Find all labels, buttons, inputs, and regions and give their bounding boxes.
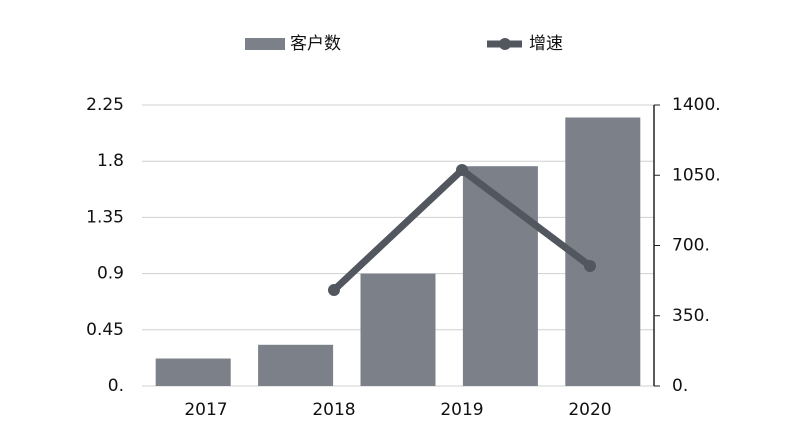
legend-marker: [499, 38, 511, 50]
y2-tick-label: 350.: [672, 306, 710, 326]
x-tick-label: 2018: [312, 400, 355, 420]
y2-tick-label: 1400.: [672, 95, 721, 115]
legend-swatch: [245, 38, 285, 50]
x-tick-label: 2017: [184, 400, 227, 420]
y2-tick-label: 0.: [672, 376, 688, 396]
y2-tick-label: 1050.: [672, 165, 721, 185]
point: [456, 164, 468, 177]
bar: [565, 117, 641, 386]
y2-tick-label: 700.: [672, 236, 710, 256]
legend-label: 客户数: [290, 34, 341, 54]
bar: [155, 358, 231, 386]
bar: [258, 344, 334, 386]
legend-label: 增速: [529, 34, 563, 54]
y-tick-label: 1.8: [97, 151, 124, 171]
x-tick-label: 2019: [440, 400, 483, 420]
line: [331, 166, 593, 293]
x-tick-label: 2020: [568, 400, 611, 420]
y-tick-label: 0.9: [97, 264, 124, 284]
bar: [360, 273, 436, 386]
point: [328, 284, 340, 297]
y-tick-label: 1.35: [86, 207, 124, 227]
y-tick-label: 0.: [108, 376, 124, 396]
point: [584, 259, 596, 272]
y-tick-label: 2.25: [86, 95, 124, 115]
y-tick-label: 0.45: [86, 320, 124, 340]
